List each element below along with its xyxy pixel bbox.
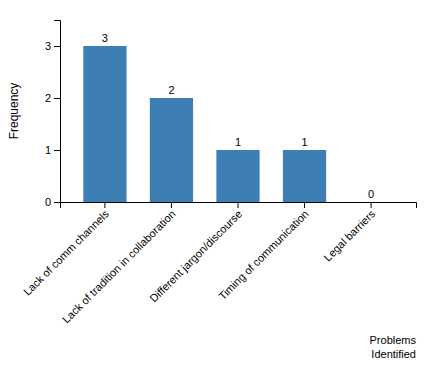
x-tick: Lack of tradition in collaboration: [60, 202, 178, 325]
y-tick-mark: [54, 98, 60, 99]
y-tick: 1: [45, 144, 60, 156]
bar: [349, 202, 392, 203]
data-labels: 3 2 1 1 0: [102, 32, 374, 200]
annotation-line: Identified: [371, 348, 416, 360]
y-tick-mark: [54, 150, 60, 151]
x-tick-mark: [371, 202, 372, 208]
y-tick: 3: [45, 40, 60, 52]
y-tick-label: 3: [45, 40, 51, 52]
y-tick: 0: [45, 196, 60, 208]
y-tick-mark: [54, 46, 60, 47]
annotation-line: Problems: [370, 334, 417, 346]
y-tick: 2: [45, 92, 60, 104]
bar: [83, 46, 126, 202]
data-label: 1: [235, 136, 241, 148]
plot: 0 1 2 3 Lack of comm channelsLack of traditi…: [21, 21, 417, 326]
y-tick-label: 2: [45, 92, 51, 104]
x-tick-mark: [171, 202, 172, 208]
y-axis-line: [54, 21, 61, 203]
bar: [216, 150, 259, 202]
chart: 0 1 2 3 Lack of comm channelsLack of traditi…: [0, 0, 436, 372]
x-tick-mark: [104, 202, 105, 208]
x-tick-mark: [238, 202, 239, 208]
x-axis-line: [61, 203, 417, 209]
bars: [83, 46, 326, 202]
y-axis: 0 1 2 3: [45, 21, 61, 209]
x-tick-label: Legal barriers: [321, 207, 377, 263]
x-tick: Timing of communication: [216, 202, 311, 302]
y-tick-label: 1: [45, 144, 51, 156]
y-tick-mark: [54, 202, 60, 203]
bar: [283, 150, 326, 202]
bar: [150, 98, 193, 202]
x-tick-mark: [304, 202, 305, 208]
x-tick-label: Lack of tradition in collaboration: [60, 208, 178, 326]
x-axis: Lack of comm channelsLack of tradition i…: [21, 202, 417, 325]
data-label: 3: [102, 32, 108, 44]
x-tick-label: Timing of communication: [216, 208, 311, 303]
y-axis-title: Frequency: [7, 83, 21, 140]
y-tick-label: 0: [45, 196, 51, 208]
x-tick: Legal barriers: [321, 202, 377, 264]
data-label: 0: [368, 188, 374, 200]
data-label: 1: [301, 136, 307, 148]
annotation: Problems Identified: [370, 334, 417, 360]
data-label: 2: [168, 84, 174, 96]
